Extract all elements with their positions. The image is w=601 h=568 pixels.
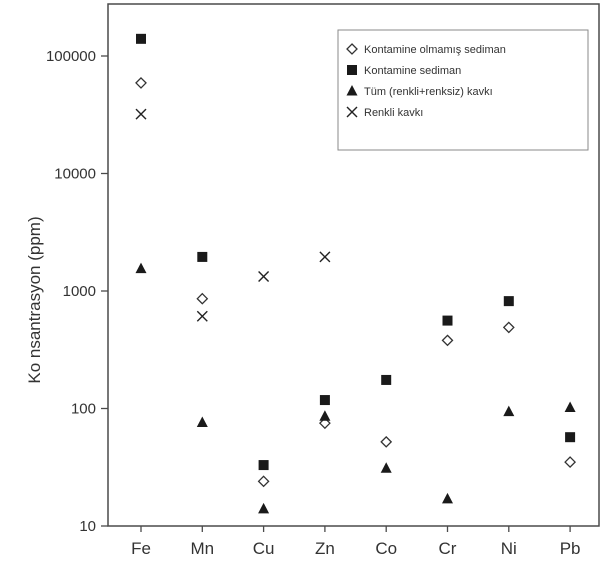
y-tick-label: 10000 bbox=[54, 166, 96, 183]
x-tick-label: Mn bbox=[190, 539, 214, 558]
legend-marker bbox=[347, 65, 357, 75]
y-tick-label: 10 bbox=[79, 518, 96, 535]
x-marker-stroke bbox=[346, 106, 358, 118]
data-point bbox=[258, 270, 270, 282]
legend-label: Kontamine olmamış sediman bbox=[364, 44, 506, 56]
y-axis-label: Ko nsantrasyon (ppm) bbox=[25, 216, 44, 383]
legend: Kontamine olmamış sediman Kontamine sedim… bbox=[337, 29, 589, 151]
data-point bbox=[319, 251, 331, 263]
data-point bbox=[258, 502, 270, 514]
x-tick-label: Cr bbox=[439, 539, 457, 558]
y-tick-label: 100 bbox=[71, 401, 96, 418]
legend-marker bbox=[346, 43, 358, 55]
legend-label: Renkli kavkı bbox=[364, 107, 423, 119]
data-point bbox=[564, 401, 576, 412]
data-point bbox=[196, 416, 208, 428]
data-point bbox=[503, 296, 514, 307]
data-point bbox=[564, 456, 577, 468]
legend-box bbox=[337, 29, 589, 151]
x-tick-label: Zn bbox=[315, 539, 335, 558]
data-point bbox=[135, 77, 147, 89]
series-2 bbox=[136, 33, 576, 471]
x-axis: Fe Mn Cu Zn Co Cr Ni Pb bbox=[131, 526, 580, 558]
y-axis: 10 100 1000 10000 100000 bbox=[46, 48, 108, 535]
data-point bbox=[257, 475, 270, 488]
data-point bbox=[442, 492, 453, 504]
x-tick-label: Ni bbox=[501, 539, 517, 558]
data-point bbox=[380, 435, 393, 448]
series-3 bbox=[135, 262, 576, 514]
data-points bbox=[135, 33, 577, 514]
x-marker-stroke bbox=[135, 108, 147, 120]
x-tick-label: Pb bbox=[560, 539, 581, 558]
data-point bbox=[565, 432, 576, 443]
x-tick-label: Co bbox=[375, 539, 397, 558]
plot-frame bbox=[107, 3, 600, 527]
data-point bbox=[136, 33, 146, 44]
data-point bbox=[196, 292, 209, 305]
x-marker-stroke bbox=[319, 251, 331, 263]
y-tick-label: 100000 bbox=[46, 48, 96, 65]
data-point bbox=[258, 460, 269, 471]
data-point bbox=[442, 315, 453, 326]
x-marker-stroke bbox=[258, 270, 270, 282]
data-point bbox=[502, 321, 515, 334]
x-tick-label: Fe bbox=[131, 539, 151, 558]
legend-marker bbox=[346, 106, 358, 118]
data-point bbox=[196, 310, 208, 322]
data-point bbox=[380, 462, 392, 473]
series-4 bbox=[135, 108, 331, 322]
data-point bbox=[319, 395, 330, 406]
data-point bbox=[135, 108, 147, 120]
x-marker-stroke bbox=[196, 310, 208, 322]
data-point bbox=[503, 405, 515, 417]
x-tick-label: Cu bbox=[253, 539, 275, 558]
data-point bbox=[319, 410, 331, 421]
data-point bbox=[381, 374, 392, 385]
legend-label: Kontamine sediman bbox=[364, 65, 461, 77]
legend-marker bbox=[346, 85, 358, 96]
y-tick-label: 1000 bbox=[63, 283, 96, 300]
data-point bbox=[441, 334, 454, 347]
legend-label: Tüm (renkli+renksiz) kavkı bbox=[364, 86, 493, 98]
data-point bbox=[197, 251, 208, 262]
data-point bbox=[135, 262, 147, 274]
